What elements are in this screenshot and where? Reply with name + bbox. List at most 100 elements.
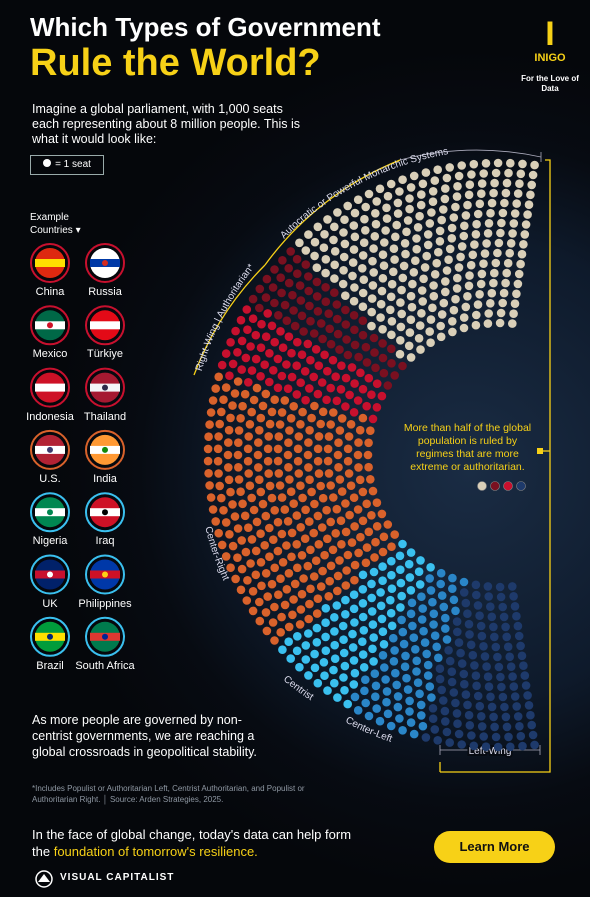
seat <box>295 238 304 248</box>
seat <box>464 619 474 629</box>
seat <box>433 165 443 174</box>
seat <box>472 590 481 600</box>
seat <box>510 299 520 309</box>
seat <box>378 250 388 259</box>
seat <box>396 336 405 345</box>
seat <box>248 606 258 616</box>
seat <box>344 469 354 478</box>
seat <box>490 632 499 642</box>
seat <box>358 570 368 580</box>
seat <box>236 414 245 423</box>
seat <box>330 613 339 622</box>
seat <box>406 291 416 301</box>
seat <box>261 293 271 302</box>
seat <box>449 688 459 697</box>
seat <box>274 469 284 478</box>
caret: ▾ <box>75 225 81 236</box>
seat <box>252 383 262 393</box>
seat <box>241 547 251 557</box>
seat <box>523 210 532 219</box>
seat <box>441 613 450 623</box>
seat <box>429 620 438 629</box>
seat <box>261 608 271 617</box>
seat <box>516 731 526 741</box>
seat <box>401 651 410 661</box>
seat <box>493 158 503 168</box>
seat <box>299 574 308 583</box>
seat <box>280 600 290 610</box>
seat <box>499 288 509 298</box>
seat <box>358 316 368 326</box>
seat <box>521 681 531 690</box>
seat <box>221 383 231 392</box>
key: = 1 seat <box>30 155 104 175</box>
seat <box>234 475 244 484</box>
seat <box>343 550 353 560</box>
seat <box>502 632 512 642</box>
seat <box>392 680 402 690</box>
seat <box>496 592 506 602</box>
seat <box>494 662 504 672</box>
seat <box>310 401 319 411</box>
seat <box>350 232 360 242</box>
seat <box>448 327 457 337</box>
seat <box>457 659 467 668</box>
seat <box>264 432 274 441</box>
learn-more-button[interactable]: Learn More <box>434 831 555 863</box>
seat <box>304 438 313 447</box>
seat <box>213 444 223 454</box>
seat <box>343 201 353 211</box>
seat <box>333 208 342 217</box>
seat <box>284 278 294 288</box>
seat <box>368 644 377 654</box>
seat <box>284 569 294 578</box>
seat <box>230 512 240 521</box>
seat <box>213 456 223 466</box>
body-text: As more people are governed by non-centr… <box>32 713 257 759</box>
seat <box>339 648 349 658</box>
seat <box>378 651 388 660</box>
seat <box>312 609 322 618</box>
seat <box>496 672 505 682</box>
seat <box>482 239 491 248</box>
seat <box>370 348 379 357</box>
seat <box>437 591 447 600</box>
seat <box>408 621 417 631</box>
seat <box>370 553 379 562</box>
seat <box>273 383 283 393</box>
seat <box>514 631 524 641</box>
seat <box>237 336 247 346</box>
seat <box>233 348 242 357</box>
seat <box>354 463 363 472</box>
seat <box>491 642 501 652</box>
seat <box>248 294 258 304</box>
seat <box>293 456 303 466</box>
seat <box>350 325 359 335</box>
seat <box>358 330 368 340</box>
seat <box>313 222 323 232</box>
seat <box>350 522 359 531</box>
seat <box>265 523 274 533</box>
seat <box>317 523 327 532</box>
seat <box>265 349 274 358</box>
seat <box>361 558 371 568</box>
seat <box>471 230 481 239</box>
flag-ring <box>85 616 125 657</box>
seat <box>367 593 377 603</box>
seat <box>270 265 279 274</box>
seat <box>358 302 368 312</box>
seat <box>371 219 381 229</box>
seat <box>280 505 290 514</box>
key-text: = 1 seat <box>55 159 91 170</box>
seat <box>463 292 472 301</box>
seat <box>397 591 407 601</box>
seat <box>490 268 499 278</box>
closing: In the face of global change, today's da… <box>32 826 372 860</box>
seat <box>416 700 426 710</box>
seat <box>256 558 266 567</box>
seat <box>430 270 440 279</box>
seat <box>215 419 224 429</box>
flags <box>30 243 125 657</box>
seat <box>316 582 326 591</box>
